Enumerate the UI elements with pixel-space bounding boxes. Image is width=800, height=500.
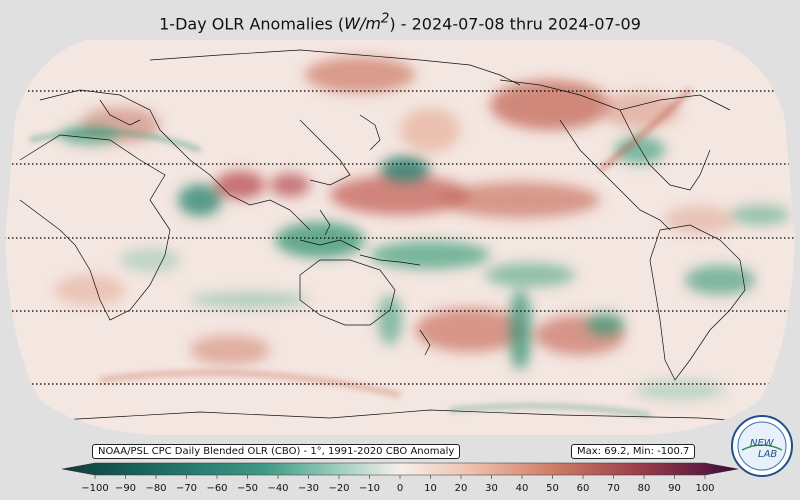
colorbar-tick-label: 90 — [668, 483, 681, 494]
colorbar-tick-label: 0 — [396, 483, 404, 494]
colorbar-tick-label: 40 — [515, 483, 529, 494]
colorbar-tick-label: −80 — [145, 483, 167, 494]
graticule — [5, 90, 795, 385]
svg-text:NEW: NEW — [750, 438, 775, 449]
colorbar-tick-label: −40 — [267, 483, 289, 494]
colorbar-tick-label: 70 — [607, 483, 620, 494]
colorbar-tick-label: −30 — [297, 483, 320, 494]
colorbar-tick-label: 50 — [546, 483, 559, 494]
colorbar-tick-label: −100 — [81, 483, 109, 494]
colorbar-tick-label: 100 — [695, 483, 715, 494]
colorbar-tick-label: −90 — [114, 483, 137, 494]
colorbar-tick-label: 10 — [424, 483, 437, 494]
stats-note: Max: 69.2, Min: -100.7 — [571, 444, 696, 459]
colorbar-ticks — [94, 475, 706, 479]
fine-streaks — [29, 87, 693, 417]
colorbar-tick-label: −50 — [236, 483, 259, 494]
map-title: 1-Day OLR Anomalies (W/m2) - 2024-07-08 … — [159, 12, 641, 34]
colorbar-tick-label: −60 — [206, 483, 228, 494]
colorbar-tick-label: 80 — [637, 483, 651, 494]
colorbar-tick-label: −20 — [328, 483, 350, 494]
anomaly-blobs — [55, 57, 790, 400]
colorbar-tick-label: 30 — [485, 483, 498, 494]
colorbar-tick-label: 60 — [576, 483, 590, 494]
svg-text:LAB: LAB — [758, 449, 777, 460]
colorbar-tick-label: 20 — [454, 483, 468, 494]
colorbar-tick-label: −10 — [358, 483, 381, 494]
lab-logo: NEW LAB — [731, 415, 793, 477]
coastlines — [19, 49, 761, 423]
map-field — [5, 40, 795, 435]
colorbar-tick-label: −70 — [175, 483, 198, 494]
source-note: NOAA/PSL CPC Daily Blended OLR (CBO) - 1… — [92, 444, 461, 459]
